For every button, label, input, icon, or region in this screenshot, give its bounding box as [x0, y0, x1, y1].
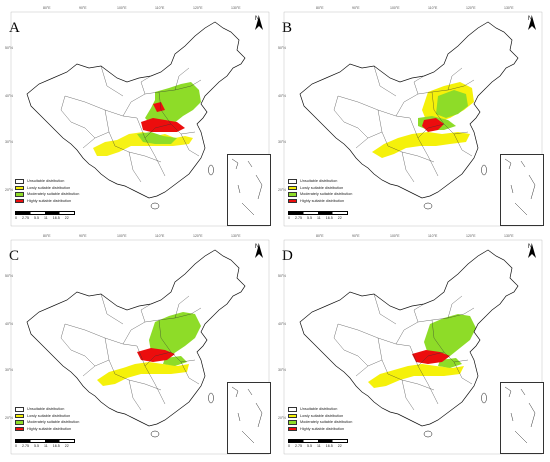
lon-tick: 80°E: [316, 234, 324, 238]
lon-tick: 120°E: [193, 234, 203, 238]
lon-tick: 130°E: [231, 6, 241, 10]
legend-item: Moderately suitable distribution: [288, 191, 352, 198]
moderately-region: [137, 132, 177, 144]
lon-tick: 110°E: [428, 234, 438, 238]
lat-tick: 20°N: [5, 416, 13, 420]
china-map: [283, 239, 543, 455]
scale-bar: 0 2.75 5.5 11 16.5 22: [15, 211, 75, 220]
lon-tick: 90°E: [352, 6, 360, 10]
lon-tick: 90°E: [79, 234, 87, 238]
lat-tick: 30°N: [278, 140, 286, 144]
lon-tick: 110°E: [155, 234, 165, 238]
panel-letter: C: [9, 248, 20, 264]
south-china-sea-inset: [500, 154, 544, 226]
south-china-sea-inset: [227, 382, 271, 454]
lon-tick: 90°E: [79, 6, 87, 10]
lon-tick: 80°E: [43, 6, 51, 10]
lat-tick: 30°N: [5, 140, 13, 144]
south-china-sea-inset: [500, 382, 544, 454]
legend-item: Moderately suitable distribution: [15, 191, 79, 198]
lon-tick: 100°E: [117, 6, 127, 10]
legend: Unsuitable distribution Lowly suitable d…: [15, 406, 79, 432]
lat-tick: 40°N: [278, 322, 286, 326]
highly-region: [141, 118, 185, 132]
legend-item: Highly suitable distribution: [15, 198, 79, 205]
legend-item: Lowly suitable distribution: [288, 413, 352, 420]
lon-tick: 130°E: [504, 234, 514, 238]
lon-tick: 100°E: [390, 234, 400, 238]
moderately-region: [173, 94, 187, 106]
scale-bar: 0 2.75 5.5 11 16.5 22: [288, 211, 348, 220]
north-arrow: N: [528, 16, 536, 30]
moderately-region: [424, 314, 476, 358]
legend-item: Highly suitable distribution: [15, 426, 79, 433]
panel-letter: D: [282, 248, 293, 264]
moderately-region: [149, 312, 201, 356]
lon-tick: 120°E: [466, 6, 476, 10]
scale-bar: 0 2.75 5.5 11 16.5 22: [15, 439, 75, 448]
lon-tick: 100°E: [117, 234, 127, 238]
china-map: [10, 11, 270, 227]
lon-tick: 120°E: [466, 234, 476, 238]
lat-tick: 20°N: [278, 188, 286, 192]
lat-tick: 30°N: [5, 368, 13, 372]
highly-region: [412, 350, 450, 364]
highly-region: [153, 102, 165, 112]
north-arrow: N: [255, 16, 263, 30]
scale-bar: 0 2.75 5.5 11 16.5 22: [288, 439, 348, 448]
china-map: [283, 11, 543, 227]
lon-tick: 90°E: [352, 234, 360, 238]
legend-item: Unsuitable distribution: [288, 178, 352, 185]
legend-item: Unsuitable distribution: [15, 406, 79, 413]
lat-tick: 50°N: [5, 274, 13, 278]
lat-tick: 20°N: [5, 188, 13, 192]
lon-tick: 100°E: [390, 6, 400, 10]
north-arrow: N: [528, 244, 536, 258]
lowly-region: [97, 362, 189, 386]
map-panel-d: D 80°E 90°E 100°E 110°E 120°E 130°E 50°N…: [278, 234, 548, 460]
legend-item: Moderately suitable distribution: [288, 419, 352, 426]
map-panel-a: A 80°E 90°E 100°E 110°E 120°E 130°E 50°N…: [5, 6, 275, 232]
legend-item: Lowly suitable distribution: [288, 185, 352, 192]
china-map: [10, 239, 270, 455]
lon-tick: 110°E: [428, 6, 438, 10]
legend: Unsuitable distribution Lowly suitable d…: [288, 406, 352, 432]
lat-tick: 50°N: [278, 46, 286, 50]
legend-item: Unsuitable distribution: [15, 178, 79, 185]
lat-tick: 40°N: [278, 94, 286, 98]
map-panel-b: B 80°E 90°E 100°E 110°E 120°E 130°E 50°N…: [278, 6, 548, 232]
lon-tick: 130°E: [231, 234, 241, 238]
legend: Unsuitable distribution Lowly suitable d…: [15, 178, 79, 204]
south-china-sea-inset: [227, 154, 271, 226]
north-arrow: N: [255, 244, 263, 258]
legend-item: Lowly suitable distribution: [15, 413, 79, 420]
highly-region: [137, 348, 175, 362]
legend-item: Lowly suitable distribution: [15, 185, 79, 192]
legend-item: Highly suitable distribution: [288, 198, 352, 205]
lon-tick: 120°E: [193, 6, 203, 10]
lon-tick: 80°E: [316, 6, 324, 10]
lat-tick: 40°N: [5, 94, 13, 98]
lon-tick: 80°E: [43, 234, 51, 238]
lat-tick: 50°N: [278, 274, 286, 278]
lat-tick: 20°N: [278, 416, 286, 420]
legend-item: Highly suitable distribution: [288, 426, 352, 433]
legend-item: Moderately suitable distribution: [15, 419, 79, 426]
lon-tick: 130°E: [504, 6, 514, 10]
lowly-region: [372, 132, 470, 158]
lon-tick: 110°E: [155, 6, 165, 10]
lat-tick: 40°N: [5, 322, 13, 326]
legend: Unsuitable distribution Lowly suitable d…: [288, 178, 352, 204]
map-panel-c: C 80°E 90°E 100°E 110°E 120°E 130°E 50°N…: [5, 234, 275, 460]
lat-tick: 50°N: [5, 46, 13, 50]
panel-letter: B: [282, 20, 293, 36]
legend-item: Unsuitable distribution: [288, 406, 352, 413]
moderately-region: [436, 90, 468, 118]
lat-tick: 30°N: [278, 368, 286, 372]
lowly-region: [368, 364, 464, 388]
panel-letter: A: [9, 20, 20, 36]
